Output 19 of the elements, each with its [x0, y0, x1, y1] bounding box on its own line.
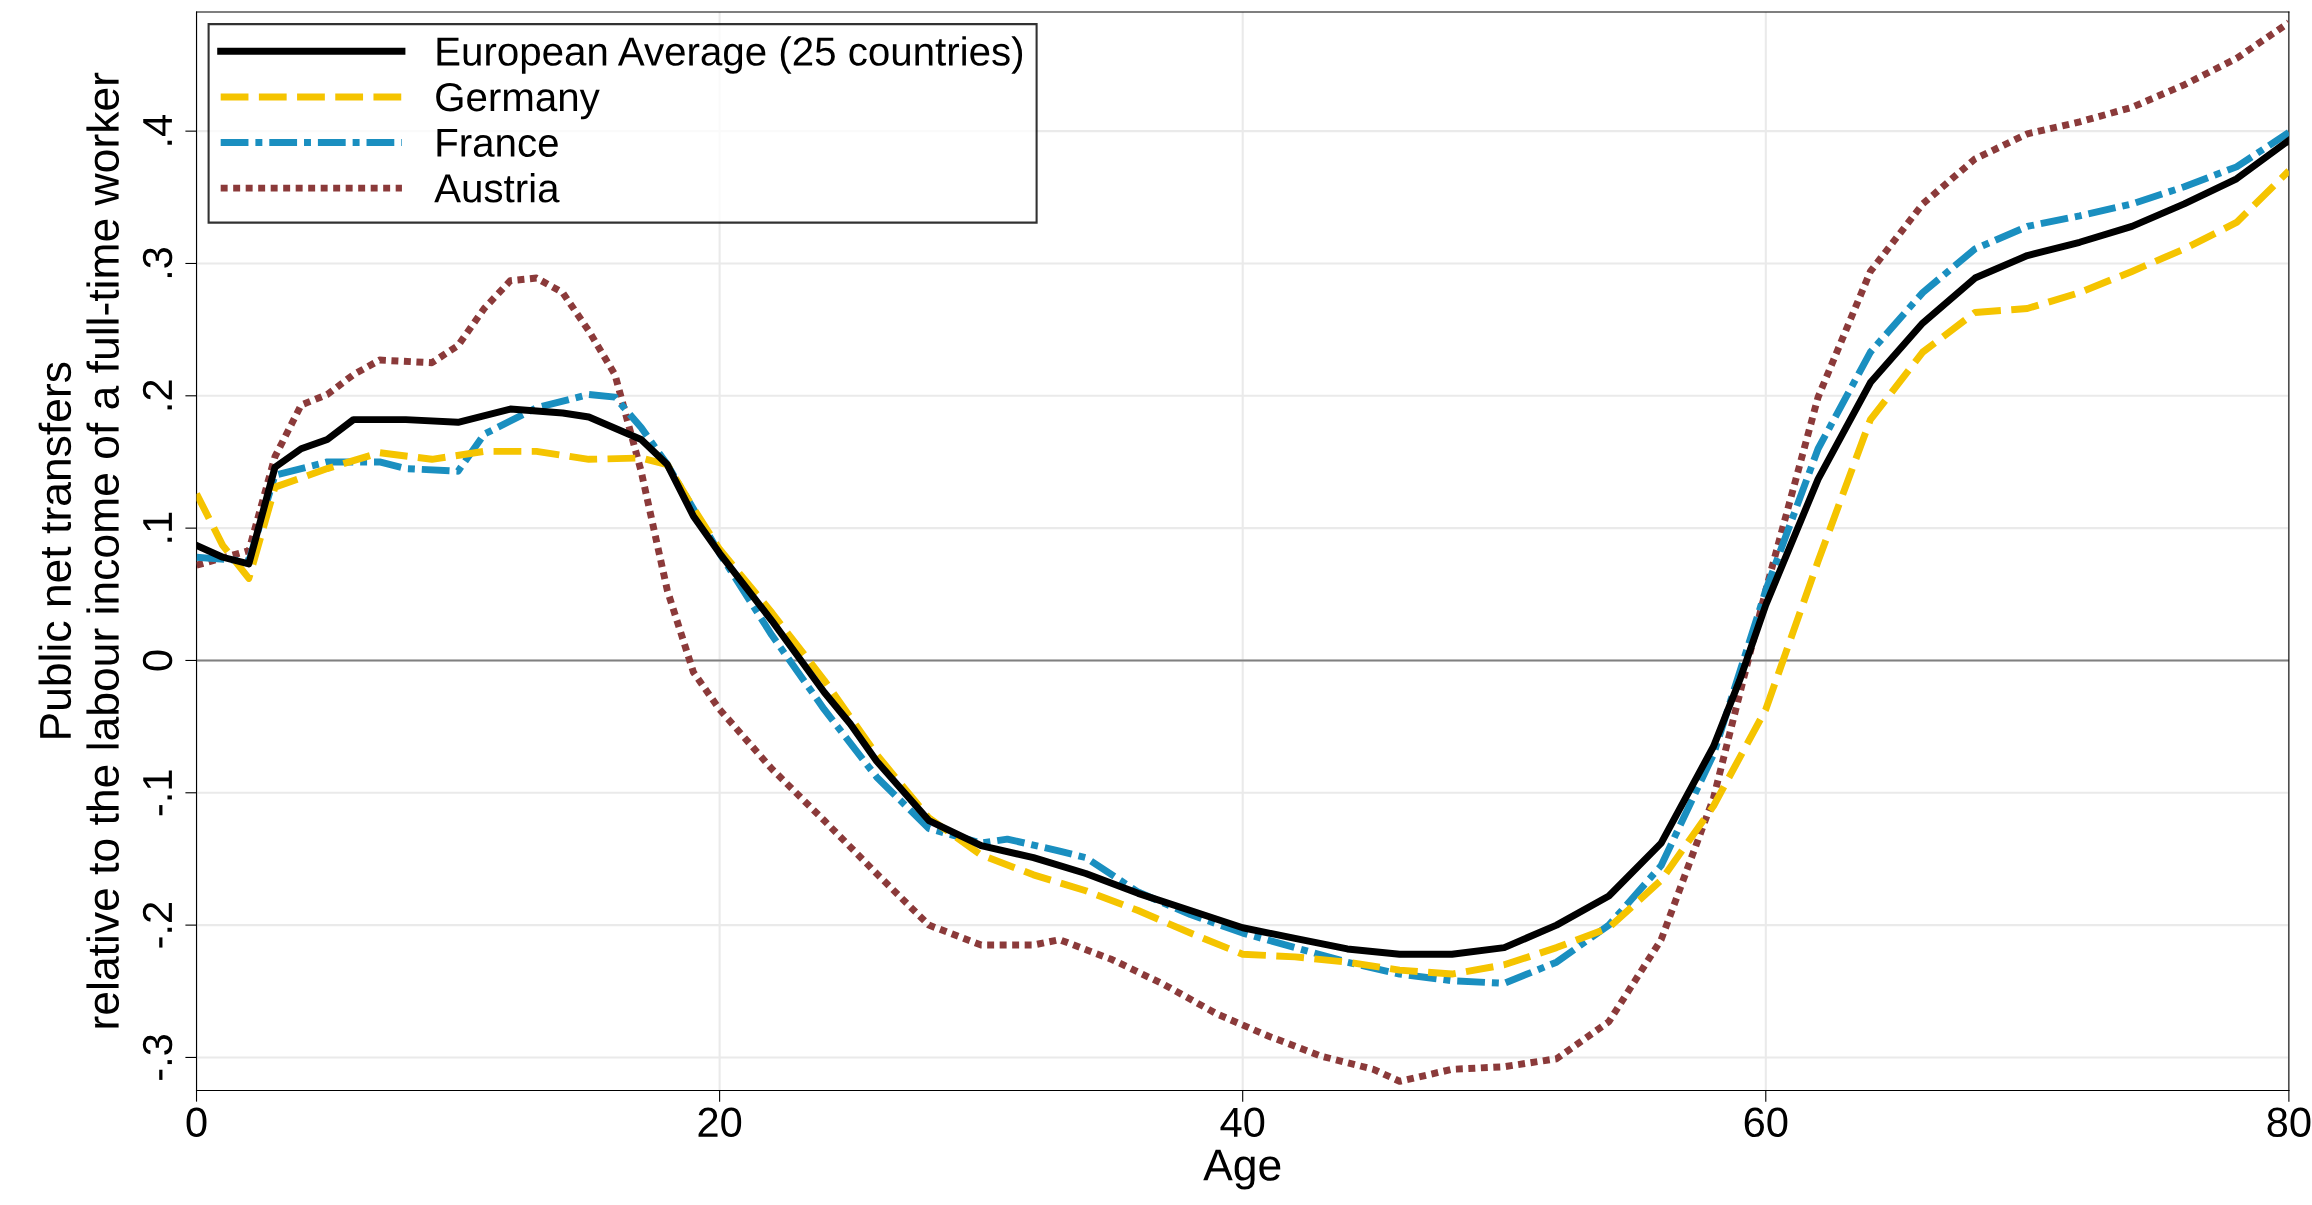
legend-label: European Average (25 countries) [437, 36, 1023, 74]
legend-label: France [437, 128, 558, 158]
x-tick-label: 0 [186, 1107, 207, 1138]
y-tick-label: -.2 [142, 902, 172, 948]
y-tick-label: .3 [142, 247, 173, 278]
y-tick-label: -.3 [142, 1034, 173, 1080]
legend-label: Germany [436, 82, 600, 120]
y-tick-label: .2 [142, 380, 172, 410]
y-tick-label: 0 [142, 650, 173, 671]
y-axis-title: Public net transfers relative to the labour income of a full-time worker [38, 72, 120, 1028]
x-tick-label: 60 [1744, 1107, 1788, 1138]
y-tick-label: .4 [143, 114, 172, 145]
x-tick-label: 20 [698, 1107, 742, 1138]
legend-label: Austria [434, 173, 560, 203]
x-axis-title: Age [1203, 1149, 1281, 1190]
y-tick-label: -.1 [143, 770, 172, 816]
x-tick-label: 40 [1220, 1107, 1265, 1138]
x-tick-label: 80 [2267, 1107, 2311, 1138]
y-tick-label: .1 [143, 512, 172, 542]
